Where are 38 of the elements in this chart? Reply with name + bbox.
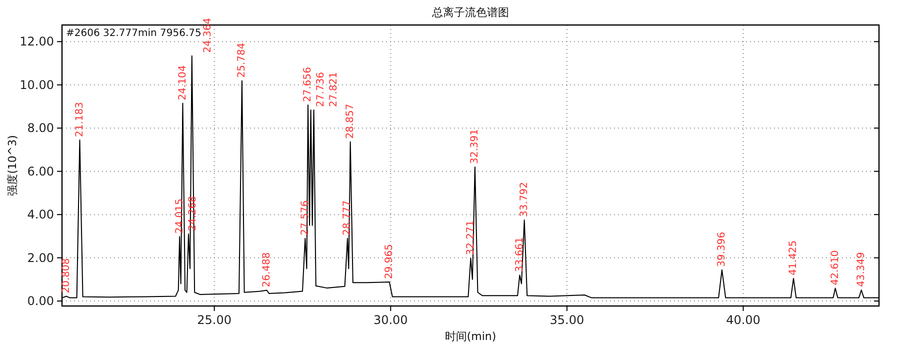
annotation: 33.661 <box>514 237 526 272</box>
y-tick-label: 6.00 <box>27 164 54 178</box>
annotation: #2606 32.777min 7956.75 <box>66 28 202 39</box>
annotation: 29.965 <box>384 244 396 280</box>
annotation: 42.610 <box>830 250 842 286</box>
y-tick-label: 10.00 <box>20 78 54 92</box>
annotation: 43.349 <box>856 252 868 287</box>
y-tick-label: 12.00 <box>20 34 54 49</box>
x-tick-label: 30.00 <box>373 313 408 327</box>
y-tick-label: 8.00 <box>27 121 54 136</box>
annotation: 27.656 <box>302 66 314 102</box>
y-tick-label: 2.00 <box>27 250 54 265</box>
annotation: 24.015 <box>174 198 186 234</box>
annotation: 24.268 <box>187 196 198 232</box>
x-tick-label: 35.00 <box>550 313 584 327</box>
annotation: 27.736 <box>316 72 327 107</box>
annotation: 27.576 <box>300 200 311 236</box>
x-tick-label: 40.00 <box>726 313 760 327</box>
annotation: 39.396 <box>716 232 728 267</box>
annotation: 21.183 <box>74 102 86 137</box>
annotation: 28.777 <box>342 200 354 236</box>
annotation: 33.792 <box>519 182 530 217</box>
annotation: 24.364 <box>202 18 214 53</box>
x-axis-title: 时间(min) <box>444 330 496 343</box>
y-axis-title: 强度(10^3) <box>6 135 19 196</box>
annotation: 27.821 <box>328 72 340 107</box>
annotation: 25.784 <box>236 42 248 78</box>
y-tick-label: 4.00 <box>27 208 54 222</box>
x-tick-label: 25.00 <box>197 313 232 327</box>
annotation: 28.857 <box>345 104 356 139</box>
annotation: 32.271 <box>465 220 476 256</box>
annotation: 20.808 <box>61 258 72 294</box>
chart-title: 总离子流色谱图 <box>431 6 509 19</box>
annotation: 32.391 <box>470 129 481 164</box>
annotation: 24.104 <box>177 65 188 100</box>
y-tick-label: 0.00 <box>27 294 54 308</box>
annotation: 26.488 <box>262 252 273 288</box>
annotation: 41.425 <box>788 240 800 276</box>
